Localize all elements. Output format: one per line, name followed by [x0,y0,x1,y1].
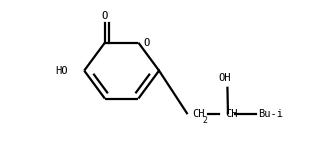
Text: HO: HO [55,66,67,76]
Text: 2: 2 [202,116,207,125]
Text: OH: OH [218,73,231,83]
Text: O: O [143,38,149,48]
Text: O: O [102,11,108,21]
Text: CH: CH [192,109,205,119]
Text: CH: CH [225,109,237,119]
Text: Bu-i: Bu-i [258,109,283,119]
